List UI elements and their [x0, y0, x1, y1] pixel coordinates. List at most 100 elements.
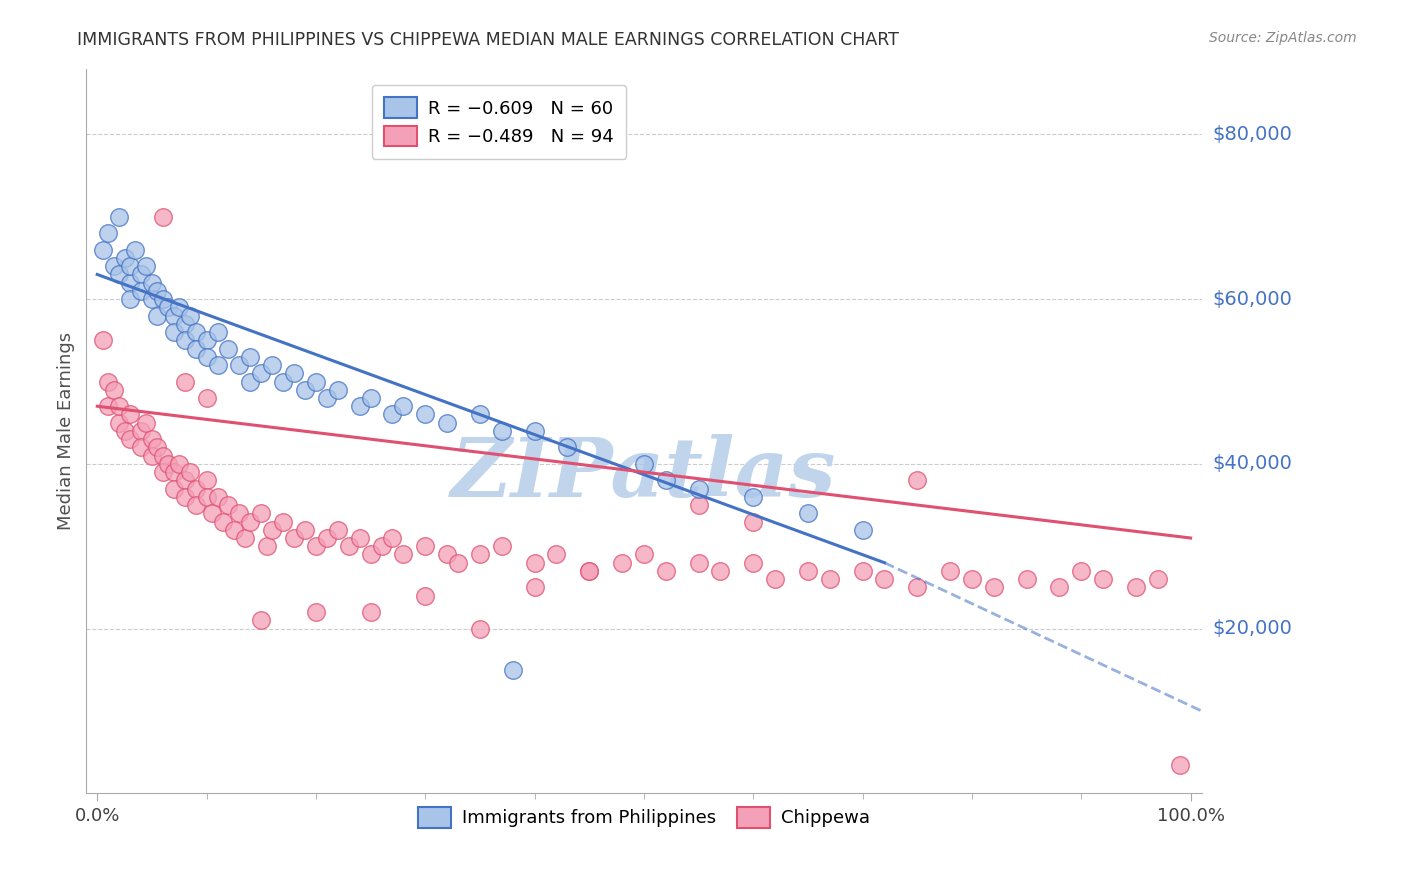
Point	[173, 334, 195, 348]
Point	[655, 474, 678, 488]
Point	[939, 564, 962, 578]
Point	[250, 613, 273, 627]
Point	[157, 301, 180, 315]
Point	[217, 498, 239, 512]
Point	[173, 317, 195, 331]
Point	[523, 556, 546, 570]
Point	[135, 416, 157, 430]
Point	[124, 243, 146, 257]
Point	[129, 268, 152, 282]
Point	[315, 391, 337, 405]
Text: $40,000: $40,000	[1213, 454, 1292, 474]
Point	[315, 531, 337, 545]
Point	[163, 482, 186, 496]
Point	[97, 226, 120, 240]
Point	[167, 457, 190, 471]
Y-axis label: Median Male Earnings: Median Male Earnings	[58, 332, 75, 530]
Point	[167, 301, 190, 315]
Point	[392, 548, 415, 562]
Point	[1049, 581, 1071, 595]
Point	[873, 572, 896, 586]
Point	[436, 416, 458, 430]
Point	[852, 564, 875, 578]
Point	[228, 506, 250, 520]
Point	[546, 548, 568, 562]
Point	[129, 424, 152, 438]
Point	[413, 539, 436, 553]
Point	[337, 539, 360, 553]
Point	[797, 506, 820, 520]
Point	[184, 482, 207, 496]
Point	[1125, 581, 1147, 595]
Point	[763, 572, 786, 586]
Point	[413, 408, 436, 422]
Point	[1070, 564, 1092, 578]
Text: $60,000: $60,000	[1213, 290, 1292, 309]
Point	[283, 366, 305, 380]
Text: Source: ZipAtlas.com: Source: ZipAtlas.com	[1209, 31, 1357, 45]
Point	[146, 441, 169, 455]
Point	[91, 334, 114, 348]
Point	[173, 490, 195, 504]
Point	[905, 581, 928, 595]
Point	[250, 366, 273, 380]
Point	[239, 375, 262, 389]
Point	[141, 292, 163, 306]
Point	[141, 449, 163, 463]
Text: $80,000: $80,000	[1213, 125, 1292, 144]
Point	[222, 523, 245, 537]
Point	[491, 424, 513, 438]
Text: IMMIGRANTS FROM PHILIPPINES VS CHIPPEWA MEDIAN MALE EARNINGS CORRELATION CHART: IMMIGRANTS FROM PHILIPPINES VS CHIPPEWA …	[77, 31, 900, 49]
Point	[349, 531, 371, 545]
Point	[146, 309, 169, 323]
Point	[468, 408, 491, 422]
Point	[141, 276, 163, 290]
Point	[207, 325, 229, 339]
Point	[436, 548, 458, 562]
Point	[152, 465, 174, 479]
Text: ZIPatlas: ZIPatlas	[451, 434, 837, 515]
Point	[360, 605, 382, 619]
Point	[207, 358, 229, 372]
Point	[195, 391, 218, 405]
Point	[114, 251, 136, 265]
Point	[360, 391, 382, 405]
Point	[228, 358, 250, 372]
Point	[163, 465, 186, 479]
Point	[207, 490, 229, 504]
Point	[233, 531, 256, 545]
Point	[262, 358, 284, 372]
Point	[201, 506, 224, 520]
Point	[184, 342, 207, 356]
Point	[91, 243, 114, 257]
Legend: Immigrants from Philippines, Chippewa: Immigrants from Philippines, Chippewa	[411, 800, 877, 835]
Point	[103, 259, 125, 273]
Point	[217, 342, 239, 356]
Point	[129, 441, 152, 455]
Point	[195, 334, 218, 348]
Point	[184, 325, 207, 339]
Point	[103, 383, 125, 397]
Point	[141, 432, 163, 446]
Point	[468, 548, 491, 562]
Point	[195, 474, 218, 488]
Point	[118, 408, 141, 422]
Point	[1015, 572, 1038, 586]
Point	[742, 490, 765, 504]
Point	[97, 375, 120, 389]
Point	[742, 556, 765, 570]
Point	[97, 399, 120, 413]
Point	[381, 408, 404, 422]
Point	[413, 589, 436, 603]
Point	[173, 375, 195, 389]
Point	[283, 531, 305, 545]
Point	[271, 375, 294, 389]
Point	[360, 548, 382, 562]
Point	[195, 490, 218, 504]
Point	[179, 465, 201, 479]
Point	[709, 564, 731, 578]
Point	[688, 482, 710, 496]
Point	[108, 399, 131, 413]
Point	[173, 474, 195, 488]
Point	[392, 399, 415, 413]
